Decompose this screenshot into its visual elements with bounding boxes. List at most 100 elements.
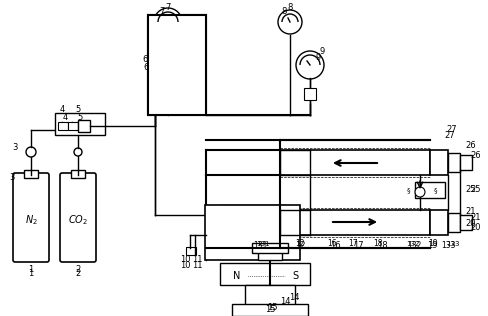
Text: S: S [292, 271, 298, 281]
Text: 133: 133 [446, 241, 460, 247]
Text: 19: 19 [427, 240, 437, 250]
Bar [280, 150, 430, 175]
Text: 12: 12 [295, 240, 305, 250]
Text: 2: 2 [75, 265, 81, 275]
Bar [148, 51, 155, 57]
Text: 131: 131 [256, 241, 270, 247]
Text: 8: 8 [287, 3, 293, 13]
Bar [148, 83, 155, 89]
Bar [148, 67, 155, 73]
Bar [232, 304, 308, 316]
Text: 5: 5 [75, 106, 81, 114]
Bar [148, 43, 155, 49]
Text: 10: 10 [180, 256, 190, 264]
Bar [220, 263, 310, 285]
Bar [448, 213, 460, 232]
Circle shape [415, 187, 425, 197]
Bar [148, 15, 206, 115]
Text: 131: 131 [253, 240, 267, 250]
Text: 1: 1 [28, 269, 34, 277]
Text: 11: 11 [192, 260, 202, 270]
Text: 7: 7 [165, 3, 171, 13]
Text: 18: 18 [377, 240, 387, 250]
Text: 6: 6 [142, 56, 148, 64]
Bar [280, 210, 430, 235]
Text: 132: 132 [407, 241, 420, 247]
Bar [148, 15, 206, 115]
Text: $N_2$: $N_2$ [24, 213, 38, 227]
Text: 15: 15 [267, 303, 277, 313]
Text: N: N [233, 271, 241, 281]
Text: 4: 4 [60, 106, 64, 114]
Text: 7: 7 [159, 8, 164, 16]
Text: 1: 1 [28, 265, 34, 275]
Text: 21: 21 [471, 214, 481, 222]
Bar [186, 247, 196, 255]
Bar [460, 155, 472, 170]
Circle shape [74, 148, 82, 156]
Text: 2: 2 [75, 269, 81, 277]
Text: 132: 132 [407, 240, 421, 250]
Text: 11: 11 [192, 256, 202, 264]
Bar [430, 210, 448, 235]
Bar [304, 88, 316, 100]
Bar [245, 285, 295, 305]
Circle shape [278, 10, 302, 34]
Text: $CO_2$: $CO_2$ [68, 213, 88, 227]
Bar [68, 122, 78, 130]
Text: 19: 19 [428, 240, 438, 248]
Bar [220, 205, 285, 245]
Text: 16: 16 [330, 240, 340, 250]
Text: 17: 17 [353, 240, 363, 250]
Circle shape [154, 8, 182, 36]
Circle shape [296, 51, 324, 79]
Bar [448, 153, 460, 172]
Bar [258, 246, 282, 260]
FancyBboxPatch shape [60, 173, 96, 262]
Bar [58, 122, 68, 130]
Text: 14: 14 [289, 294, 299, 302]
Bar [148, 59, 155, 65]
Bar [460, 215, 472, 230]
Text: 21: 21 [466, 208, 476, 216]
Bar [15, 175, 47, 260]
Text: 8: 8 [281, 8, 286, 16]
Bar [55, 113, 105, 135]
Text: 133: 133 [441, 240, 455, 250]
Bar [148, 91, 155, 97]
Text: 26: 26 [471, 150, 481, 160]
Bar [148, 99, 155, 105]
Text: §: § [433, 187, 437, 193]
Bar [78, 120, 90, 132]
Text: 14: 14 [280, 297, 290, 307]
Text: 27: 27 [447, 125, 457, 135]
Bar [205, 205, 300, 260]
Text: 5: 5 [78, 112, 82, 121]
Text: 20: 20 [471, 223, 481, 233]
Text: 12: 12 [295, 240, 305, 248]
Text: 27: 27 [445, 131, 455, 139]
Text: 26: 26 [466, 141, 476, 149]
Text: 10: 10 [180, 260, 190, 270]
Text: 16: 16 [327, 240, 337, 248]
Text: 18: 18 [373, 240, 383, 248]
Text: 3: 3 [12, 143, 18, 153]
Text: 17: 17 [348, 240, 358, 248]
Text: 25: 25 [466, 185, 476, 195]
Text: 20: 20 [466, 220, 476, 228]
Text: 4: 4 [62, 112, 68, 121]
Bar [252, 243, 288, 253]
Text: 25: 25 [471, 185, 481, 195]
Circle shape [26, 147, 36, 157]
Text: 6: 6 [143, 64, 149, 72]
Text: 15: 15 [265, 306, 275, 314]
Text: 9: 9 [315, 53, 321, 63]
Bar [148, 75, 155, 81]
Bar [24, 170, 38, 178]
Bar [415, 182, 445, 198]
Text: §: § [406, 187, 410, 193]
Text: 9: 9 [319, 47, 325, 57]
Bar [71, 170, 85, 178]
Bar [430, 150, 448, 175]
Text: 3: 3 [9, 173, 15, 183]
